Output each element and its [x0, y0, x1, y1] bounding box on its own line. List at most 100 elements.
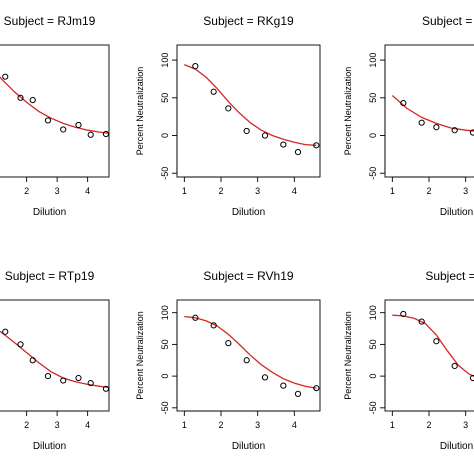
plot-frame	[384, 44, 474, 178]
panel-3: Subject = RL 1 2 3 Dilution -50 0 50 100 Percent …	[343, 14, 474, 218]
y-tick-label: 0	[160, 374, 170, 379]
x-tick-label: 1	[390, 186, 395, 196]
panel-title: Subject = R	[425, 269, 474, 283]
x-tick-label: 3	[55, 420, 60, 430]
data-point	[29, 96, 36, 104]
x-tick-label: 2	[24, 420, 29, 430]
x-tick-label: 2	[426, 420, 431, 430]
x-tick-label: 4	[292, 420, 297, 430]
x-tick-label: 1	[390, 420, 395, 430]
x-tick-label: 3	[55, 186, 60, 196]
data-point	[400, 310, 407, 318]
data-point	[294, 149, 302, 156]
y-tick-label: 50	[160, 339, 170, 349]
x-tick-label: 2	[218, 186, 223, 196]
x-axis-label: Dilution	[33, 207, 66, 218]
plot-frame	[176, 44, 321, 178]
y-axis-label: Percent Neutralization	[135, 67, 145, 156]
y-tick-label: 100	[368, 305, 378, 320]
y-tick-label: 0	[368, 133, 378, 138]
panel-title: Subject = RL	[422, 14, 474, 28]
data-point	[87, 379, 94, 387]
plot-area	[0, 328, 109, 392]
data-point	[280, 382, 287, 389]
data-point	[243, 127, 250, 135]
fit-curve	[184, 63, 317, 146]
data-point	[44, 373, 52, 380]
y-tick-label: 100	[160, 305, 170, 320]
data-point	[192, 314, 199, 321]
data-point	[2, 73, 9, 80]
data-point	[280, 141, 287, 148]
data-point	[433, 124, 440, 131]
data-point	[418, 318, 425, 325]
data-point	[418, 119, 425, 126]
x-tick-label: 3	[255, 420, 260, 430]
plot-area	[392, 310, 474, 382]
fit-curve	[0, 330, 109, 389]
data-point	[210, 322, 217, 329]
x-tick-label: 2	[24, 186, 29, 196]
y-axis-label: Percent Neutralization	[343, 67, 353, 156]
data-point	[60, 377, 67, 384]
data-point	[102, 130, 109, 138]
data-point	[243, 357, 250, 364]
plot-area	[0, 73, 109, 138]
fit-curve	[184, 315, 317, 389]
x-axis-label: Dilution	[232, 207, 265, 218]
data-point	[17, 341, 24, 348]
data-point	[2, 328, 9, 335]
x-tick-label: 4	[292, 186, 297, 196]
plot-frame	[0, 44, 110, 178]
data-point	[261, 374, 269, 381]
data-point	[400, 99, 407, 107]
y-tick-label: -50	[368, 401, 378, 414]
y-tick-label: 0	[368, 374, 378, 379]
x-axis-label: Dilution	[33, 441, 66, 452]
x-axis-label: Dilution	[440, 441, 473, 452]
panel-title: Subject = RJm19	[4, 14, 96, 28]
y-tick-label: -50	[160, 401, 170, 414]
plot-frame	[0, 299, 110, 412]
plot-frame	[176, 299, 321, 412]
x-axis-label: Dilution	[232, 441, 265, 452]
data-point	[102, 385, 109, 392]
x-tick-label: 1	[182, 420, 187, 430]
x-tick-label: 2	[218, 420, 223, 430]
x-tick-label: 4	[85, 186, 90, 196]
x-tick-label: 3	[463, 186, 468, 196]
data-point	[75, 121, 82, 129]
data-point	[225, 105, 232, 112]
panel-2: Subject = RKg19 1 2 3 4 Dilution -50 0 50 100 Perc…	[135, 14, 321, 218]
data-point	[87, 131, 94, 138]
data-point	[225, 340, 232, 347]
x-tick-label: 3	[463, 420, 468, 430]
y-tick-label: 50	[368, 93, 378, 103]
data-point	[192, 63, 199, 70]
panel-title: Subject = RKg19	[203, 14, 294, 28]
fit-curve	[0, 76, 109, 134]
y-tick-label: -50	[368, 167, 378, 180]
y-tick-label: 100	[368, 53, 378, 68]
panel-title: Subject = RTp19	[5, 269, 95, 283]
data-point	[44, 117, 52, 124]
panel-title: Subject = RVh19	[203, 269, 294, 283]
plot-area	[184, 314, 320, 397]
x-tick-label: 2	[426, 186, 431, 196]
y-tick-label: -50	[160, 167, 170, 180]
y-tick-label: 0	[160, 133, 170, 138]
y-axis-label: Percent Neutralization	[343, 311, 353, 400]
fit-curve	[391, 95, 474, 132]
data-point	[433, 338, 440, 345]
data-point	[17, 94, 24, 101]
x-tick-label: 3	[255, 186, 260, 196]
panel-6: Subject = R 1 2 3 Dilution -50 0 50 100 Percent N…	[343, 269, 474, 452]
y-tick-label: 100	[160, 53, 170, 68]
data-point	[469, 129, 474, 136]
data-point	[313, 142, 320, 149]
data-point	[261, 132, 269, 139]
x-tick-label: 1	[182, 186, 187, 196]
data-point	[451, 127, 458, 134]
panel-4: Subject = RTp19 2 3 4 Dilution	[0, 269, 110, 452]
